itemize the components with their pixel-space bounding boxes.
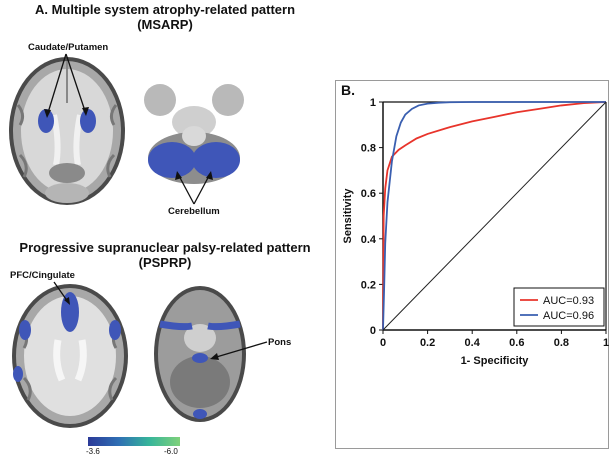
roc-chart-frame [335,80,609,449]
y-tick-label: 0.4 [361,234,377,246]
colorbar-min-label: -3.6 [86,447,100,456]
cerebellum-arrows [175,171,213,205]
roc-curve-1 [382,101,607,331]
pfc-cingulate-label: PFC/Cingulate [10,270,75,281]
msarp-axial-brain-image [9,57,125,205]
x-tick-label: 0 [380,337,386,349]
panel-b-letter: B. [341,82,355,98]
y-tick-label: 1 [370,97,376,109]
x-tick-label: 1 [603,337,609,349]
roc-curve-2 [382,101,606,331]
cerebellum-label: Cerebellum [168,206,220,217]
x-tick-label: 0.6 [509,337,524,349]
msarp-abbrev: (MSARP) [137,17,193,32]
caudate-putamen-label: Caudate/Putamen [28,42,109,53]
pfc-arrow [53,281,70,305]
msarp-cerebellum-image [144,84,244,184]
psprp-abbrev: (PSPRP) [138,255,192,270]
y-tick-label: 0.2 [361,279,376,291]
diagonal-reference-line [382,101,607,331]
caudate-arrows [44,53,89,118]
roc-chart: 0 0.2 0.4 0.6 0.8 1 0 0.2 0.4 0.6 0.8 1 1- Specifici… [342,97,609,367]
legend-box [513,287,605,327]
x-axis-label: 1- Specificity [461,355,530,367]
psprp-title: Progressive supranuclear palsy-related p… [0,240,330,270]
x-tick-label: 0.4 [465,337,481,349]
psprp-pons-image [154,286,246,422]
x-tick-label: 0.2 [420,337,435,349]
psprp-title-text: Progressive supranuclear palsy-related p… [19,240,311,255]
y-tick-label: 0 [370,325,376,337]
colorbar-max-label: -6.0 [164,447,178,456]
y-axis-label: Sensitivity [342,188,354,244]
pons-arrow [210,341,268,360]
colorbar [88,437,180,446]
legend-label: AUC=0.96 [543,310,594,322]
legend-label: AUC=0.93 [543,295,594,307]
y-tick-label: 0.6 [361,188,376,200]
msarp-title: A. Multiple system atrophy-related patte… [0,2,330,32]
msarp-title-text: A. Multiple system atrophy-related patte… [34,2,296,17]
pons-label: Pons [268,337,292,348]
psprp-axial-brain-image [12,284,128,428]
x-tick-label: 0.8 [554,337,569,349]
y-tick-label: 0.8 [361,143,376,155]
